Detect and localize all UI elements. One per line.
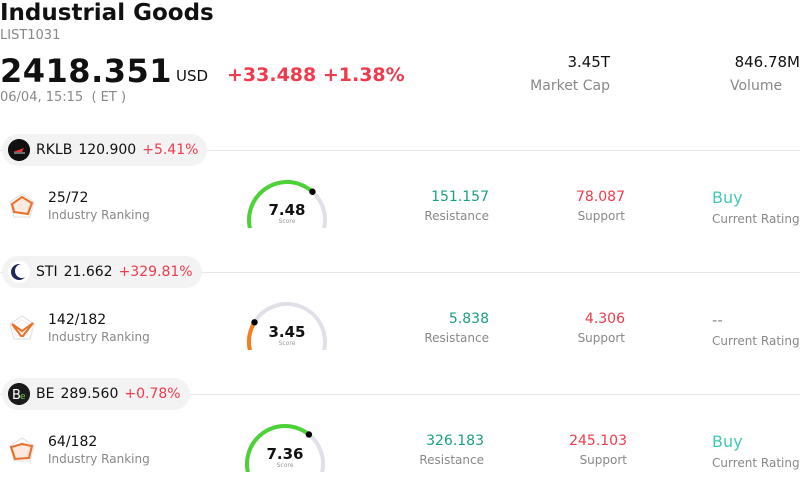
ticker: RKLB	[36, 142, 73, 158]
support-value: 4.306	[584, 311, 625, 327]
current-rating: --	[712, 311, 723, 329]
current-rating: Buy	[712, 432, 743, 451]
volume-value: 846.78M	[734, 53, 800, 71]
radar-chart-icon	[9, 437, 35, 462]
ticker: STI	[36, 264, 58, 280]
current-rating: Buy	[712, 188, 743, 207]
stock-price: 21.662	[63, 264, 113, 280]
resistance-value: 151.157	[431, 189, 489, 205]
market-cap-label: Market Cap	[530, 78, 610, 94]
stock-price: 120.900	[78, 142, 137, 158]
index-title: Industrial Goods	[0, 0, 214, 26]
industry-rank-label: Industry Ranking	[48, 330, 150, 344]
index-change: +33.488 +1.38%	[227, 64, 405, 86]
current-rating-label: Current Rating	[712, 456, 800, 470]
score-label: Score	[278, 218, 296, 225]
resistance-value: 5.838	[448, 311, 489, 327]
stock-change: +329.81%	[118, 264, 193, 280]
current-rating-label: Current Rating	[712, 212, 800, 226]
score-label: Score	[276, 462, 294, 469]
gauge-marker	[251, 319, 258, 326]
support-label: Support	[579, 453, 627, 467]
industry-rank-label: Industry Ranking	[48, 452, 150, 466]
volume-label: Volume	[730, 78, 783, 94]
resistance-label: Resistance	[424, 331, 489, 345]
stock-change: +5.41%	[142, 142, 199, 158]
score-value: 7.48	[268, 201, 306, 219]
crescent-logo	[8, 261, 30, 283]
section-divider	[0, 272, 800, 273]
ticker: BE	[36, 386, 55, 402]
resistance-label: Resistance	[419, 453, 484, 467]
industry-rank: 142/182	[48, 312, 107, 328]
score-value: 3.45	[268, 323, 306, 341]
support-label: Support	[577, 209, 625, 223]
currency-label: USD	[176, 67, 209, 85]
svg-text:B: B	[12, 388, 21, 403]
industry-rank-label: Industry Ranking	[48, 208, 150, 222]
radar-chart-icon	[9, 193, 35, 218]
index-code: LIST1031	[0, 28, 61, 43]
svg-text:e: e	[20, 392, 26, 402]
gauge-fill	[247, 320, 257, 350]
gauge-marker	[305, 431, 313, 438]
score-value: 7.36	[266, 445, 304, 463]
radar-chart-icon	[9, 315, 35, 340]
gauge-marker	[309, 188, 316, 195]
support-value: 245.103	[569, 433, 627, 449]
section-divider	[0, 150, 800, 151]
support-label: Support	[577, 331, 625, 345]
stock-chip-rklb[interactable]: RKLB 120.900 +5.41%	[2, 134, 208, 166]
current-rating-label: Current Rating	[712, 334, 800, 348]
resistance-label: Resistance	[424, 209, 489, 223]
index-price: 2418.351	[0, 52, 173, 90]
score-gauge	[247, 180, 327, 228]
score-gauge	[247, 302, 327, 350]
stock-chip-sti[interactable]: STI 21.662 +329.81%	[2, 256, 202, 288]
support-value: 78.087	[576, 189, 625, 205]
industry-rank: 25/72	[48, 190, 89, 206]
market-cap-value: 3.45T	[567, 53, 610, 71]
gauge-fill	[247, 180, 315, 228]
gauge-fill	[245, 424, 311, 472]
section-divider	[0, 394, 800, 395]
rocket-lab-logo	[8, 139, 30, 161]
timestamp: 06/04, 15:15 ( ET )	[0, 90, 127, 105]
resistance-value: 326.183	[426, 433, 484, 449]
stock-price: 289.560	[60, 386, 119, 402]
gauge-track	[247, 302, 327, 350]
industry-rank: 64/182	[48, 434, 98, 450]
score-label: Score	[278, 340, 296, 347]
stock-change: +0.78%	[124, 386, 181, 402]
score-gauge	[245, 424, 325, 472]
